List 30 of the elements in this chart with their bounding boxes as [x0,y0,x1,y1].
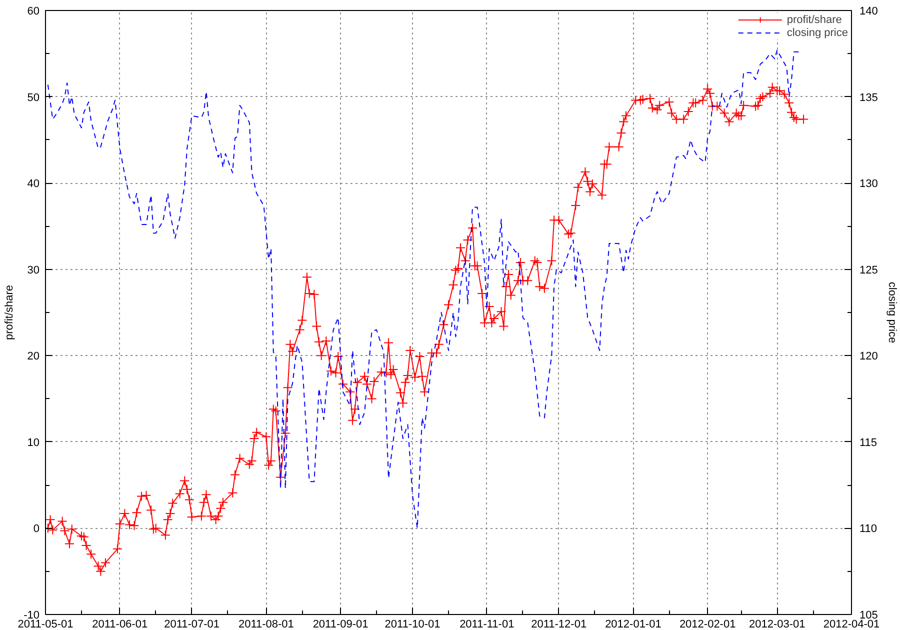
x-tick-label: 2012-04-01 [823,618,880,630]
x-tick-label: 2011-09-01 [312,618,368,630]
y-tick-label: 10 [27,436,40,449]
y-tick-label: 40 [27,178,40,190]
y-tick-label: 30 [27,264,40,276]
x-tick-label: 2012-02-01 [679,618,736,630]
x-tick-label: 2011-11-01 [460,618,514,630]
y-tick-label: 20 [27,350,40,363]
y-axis-title: profit/share [4,284,16,340]
x-tick-label: 2011-05-01 [18,618,74,630]
y2-tick-label: 130 [860,178,878,190]
x-tick-label: 2011-07-01 [164,618,220,630]
y2-tick-label: 125 [860,264,878,276]
y2-tick-label: 140 [860,6,878,18]
x-tick-label: 2012-01-01 [605,618,662,630]
y2-axis-title: closing price [886,282,898,344]
x-tick-label: 2011-10-01 [384,618,440,630]
y2-tick-label: 110 [860,523,878,536]
y2-tick-label: 115 [860,436,878,449]
y-tick-label: 0 [33,523,40,536]
legend-label: profit/share [786,13,842,26]
y2-tick-label: 120 [860,350,878,363]
x-tick-label: 2011-12-01 [531,618,587,630]
y-tick-label: 60 [27,6,40,18]
x-tick-label: 2011-06-01 [92,618,148,630]
y2-tick-label: 135 [860,92,878,104]
legend-label: closing price [786,26,848,39]
x-tick-label: 2012-03-01 [749,618,806,630]
x-tick-label: 2011-08-01 [238,618,294,630]
y-tick-label: 50 [27,92,40,104]
